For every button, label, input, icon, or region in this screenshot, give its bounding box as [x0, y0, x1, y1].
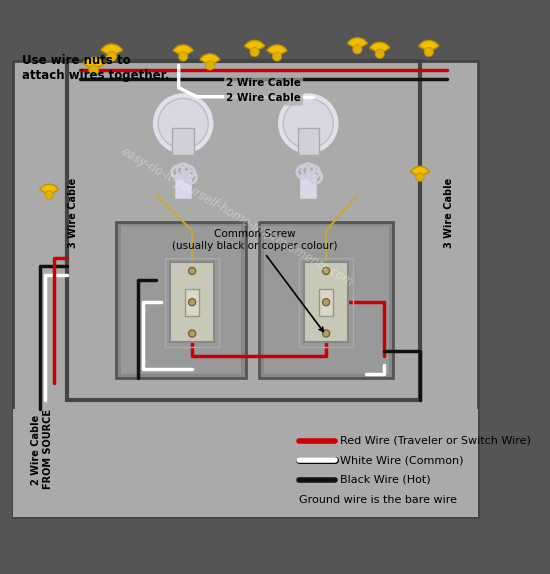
Text: 3 Wire Cable: 3 Wire Cable	[444, 178, 454, 248]
Text: Common Screw
(usually black or copper colour): Common Screw (usually black or copper co…	[172, 229, 337, 332]
Circle shape	[283, 99, 333, 149]
Circle shape	[322, 298, 329, 306]
Bar	[120, 226, 241, 374]
Bar	[263, 226, 389, 374]
Circle shape	[189, 298, 196, 306]
Circle shape	[107, 52, 117, 61]
Circle shape	[205, 61, 214, 70]
Wedge shape	[419, 40, 439, 52]
Bar	[173, 128, 194, 155]
Text: 2 Wire Cable
FROM SOURCE: 2 Wire Cable FROM SOURCE	[31, 409, 53, 490]
Text: Use wire nuts to
attach wires together.: Use wire nuts to attach wires together.	[23, 54, 170, 82]
Circle shape	[424, 48, 433, 57]
Wedge shape	[83, 57, 104, 70]
Bar	[299, 173, 317, 199]
Wedge shape	[267, 45, 287, 56]
Bar	[13, 61, 478, 517]
Bar	[166, 258, 219, 347]
Circle shape	[375, 49, 384, 59]
Bar	[13, 409, 478, 517]
Circle shape	[277, 92, 339, 155]
Wedge shape	[245, 40, 265, 52]
Text: 3 Wire Cable: 3 Wire Cable	[68, 178, 78, 248]
Wedge shape	[347, 38, 367, 49]
Text: easy-do-it-yourself-home-improvements.com: easy-do-it-yourself-home-improvements.co…	[118, 145, 355, 289]
Bar	[67, 61, 420, 401]
Wedge shape	[200, 54, 220, 65]
Bar	[185, 289, 199, 316]
Text: 2 Wire Cable: 2 Wire Cable	[226, 78, 301, 88]
Circle shape	[322, 267, 329, 274]
Text: White Wire (Common): White Wire (Common)	[339, 455, 463, 466]
Circle shape	[152, 92, 214, 155]
Bar	[299, 258, 353, 347]
Bar	[259, 222, 393, 378]
Text: Red Wire (Traveler or Switch Wire): Red Wire (Traveler or Switch Wire)	[339, 436, 530, 445]
Bar	[304, 262, 349, 343]
Wedge shape	[370, 42, 390, 54]
Circle shape	[416, 173, 424, 181]
Circle shape	[353, 45, 362, 54]
Circle shape	[89, 65, 99, 75]
Text: Black Wire (Hot): Black Wire (Hot)	[339, 475, 430, 485]
Bar	[170, 262, 214, 343]
Wedge shape	[411, 166, 429, 177]
Circle shape	[45, 191, 53, 199]
Bar	[298, 128, 319, 155]
Wedge shape	[40, 184, 58, 195]
Circle shape	[179, 52, 188, 61]
Circle shape	[322, 330, 329, 337]
Wedge shape	[101, 44, 123, 56]
Bar	[174, 173, 192, 199]
Text: Ground wire is the bare wire: Ground wire is the bare wire	[299, 495, 457, 505]
Circle shape	[250, 48, 259, 57]
Bar	[116, 222, 246, 378]
Circle shape	[158, 99, 208, 149]
Circle shape	[189, 267, 196, 274]
Circle shape	[272, 52, 282, 61]
Text: 2 Wire Cable: 2 Wire Cable	[226, 94, 301, 103]
Wedge shape	[173, 45, 193, 56]
Circle shape	[189, 330, 196, 337]
Bar	[319, 289, 333, 316]
